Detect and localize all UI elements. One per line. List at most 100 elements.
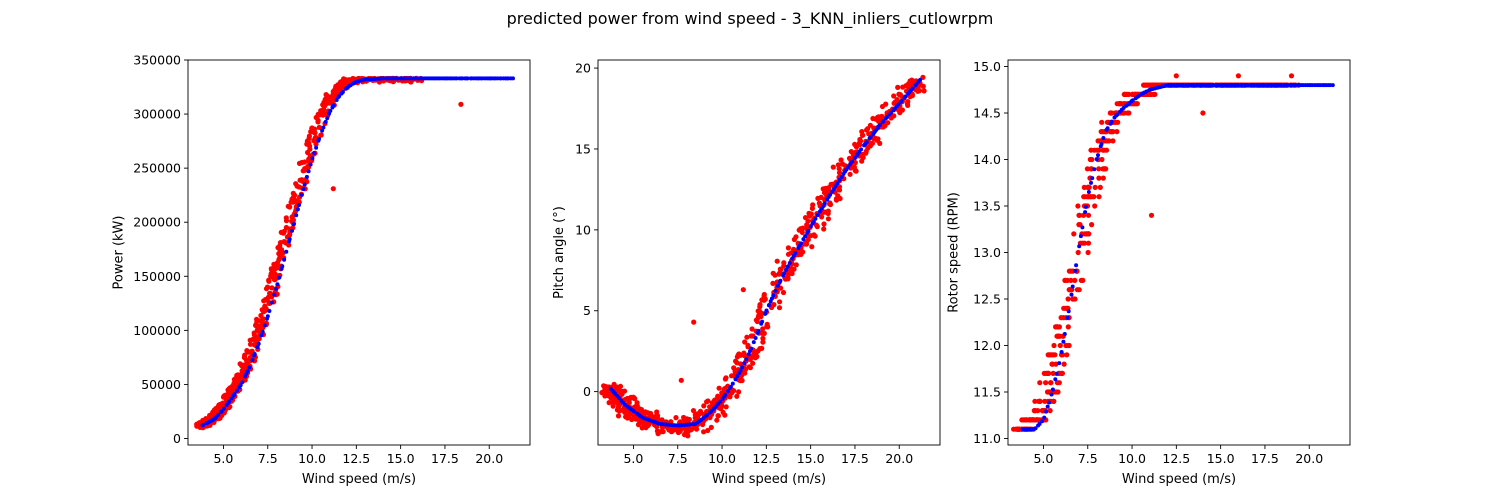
rotor-point (1096, 166, 1102, 172)
pitch-point (896, 92, 902, 98)
power-point (291, 195, 297, 201)
rotor-x-tick-label: 17.5 (1251, 451, 1279, 466)
rotor-point (1049, 361, 1055, 367)
pitch-point (710, 401, 716, 407)
power-point (325, 116, 330, 121)
pitch-point (864, 140, 869, 145)
pitch-point (840, 161, 846, 167)
power-y-tick-label: 0 (173, 431, 181, 446)
pitch-point (820, 204, 825, 209)
power-point (340, 90, 345, 94)
pitch-x-tick-label: 17.5 (841, 451, 869, 466)
rotor-x-tick-label: 12.5 (1162, 451, 1190, 466)
power-point (310, 156, 315, 161)
rotor-point (1089, 180, 1093, 185)
rotor-point (1072, 277, 1078, 283)
power-point (323, 119, 328, 124)
rotor-point (1092, 184, 1098, 190)
power-point (267, 309, 272, 313)
pitch-point (749, 346, 754, 351)
rotor-point (1046, 352, 1052, 358)
power-point (321, 125, 326, 130)
pitch-point (772, 272, 778, 278)
pitch-point (747, 365, 754, 371)
pitch-point (606, 400, 612, 406)
power-point (294, 213, 299, 218)
rotor-point (1101, 136, 1106, 140)
pitch-y-tick-label: 20 (575, 61, 591, 76)
rotor-point (1068, 268, 1074, 274)
rotor-point (1105, 126, 1110, 131)
pitch-point (811, 220, 816, 225)
rotor-y-tick-label: 13.5 (973, 199, 1001, 214)
rotor-panel: 5.0 7.5 10.0 12.5 15.0 17.5 20.0 Wind speed (m/… (947, 59, 1351, 487)
rotor-y-tick-label: 15.0 (973, 59, 1001, 74)
power-point (312, 151, 317, 155)
pitch-point (782, 271, 787, 276)
rotor-point (1065, 342, 1071, 349)
rotor-point (1181, 83, 1186, 88)
power-point (240, 380, 245, 385)
rotor-point (1033, 426, 1038, 431)
pitch-point (781, 260, 787, 266)
rotor-point (1049, 392, 1054, 397)
pitch-point (701, 429, 707, 435)
rotor-plot-area (1011, 73, 1335, 432)
rotor-outlier-point (1235, 73, 1241, 79)
pitch-outlier-point (678, 377, 684, 383)
pitch-point (690, 408, 697, 414)
power-point (329, 95, 335, 101)
power-point (454, 76, 459, 81)
pitch-point (621, 388, 628, 394)
power-point (328, 108, 333, 113)
pitch-panel: 5.0 7.5 10.0 12.5 15.0 17.5 20.0 Wind speed (m/… (552, 59, 941, 487)
rotor-point (1071, 231, 1077, 237)
pitch-point (626, 397, 632, 403)
rotor-point (1096, 194, 1102, 200)
pitch-point (885, 120, 891, 126)
power-point (275, 282, 280, 287)
pitch-point (655, 431, 661, 437)
pitch-point (865, 126, 871, 132)
pitch-point (857, 136, 863, 143)
pitch-point (860, 132, 866, 138)
pitch-point (827, 200, 833, 206)
power-point (268, 273, 274, 279)
power-point (240, 362, 246, 368)
power-point (465, 76, 470, 81)
power-x-axis-label: Wind speed (m/s) (302, 472, 416, 487)
rotor-point (1293, 83, 1297, 88)
power-point (308, 129, 314, 135)
pitch-point (825, 210, 831, 217)
rotor-point (1077, 244, 1082, 249)
rotor-point (1016, 426, 1023, 432)
pitch-point (606, 390, 613, 396)
pitch-point (778, 278, 783, 283)
power-point (331, 103, 336, 108)
pitch-point (742, 361, 747, 366)
rotor-point (1097, 184, 1103, 190)
rotor-point (1091, 147, 1097, 153)
pitch-point (615, 404, 622, 410)
pitch-point (696, 411, 702, 417)
pitch-point (831, 187, 836, 191)
power-point (288, 199, 294, 205)
rotor-x-tick-label: 15.0 (1207, 451, 1235, 466)
pitch-point (785, 245, 792, 251)
pitch-point (798, 251, 804, 257)
pitch-point (733, 377, 738, 382)
rotor-point (1089, 156, 1095, 163)
power-point (316, 124, 322, 130)
pitch-point (760, 326, 766, 332)
power-point (262, 323, 267, 328)
power-point (338, 81, 344, 87)
rotor-y-tick-label: 11.0 (973, 431, 1001, 446)
pitch-point (828, 192, 833, 197)
rotor-point (1032, 398, 1038, 404)
pitch-x-axis: 5.0 7.5 10.0 12.5 15.0 17.5 20.0 (623, 445, 913, 466)
rotor-series-predicted (1020, 83, 1335, 432)
power-point (345, 77, 351, 83)
rotor-point (1130, 91, 1136, 97)
rotor-point (1050, 387, 1055, 392)
